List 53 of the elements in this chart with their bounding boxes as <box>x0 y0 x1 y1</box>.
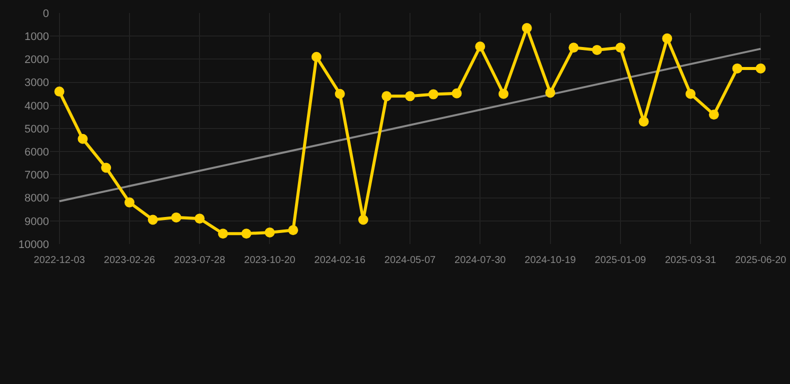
y-tick-label: 7000 <box>24 170 49 182</box>
point <box>662 33 672 44</box>
point <box>382 91 392 102</box>
x-tick-label: 2024-10-19 <box>524 255 576 266</box>
x-tick-label: 2024-02-16 <box>314 255 366 266</box>
x-tick-label: 2025-06-20 <box>735 255 787 266</box>
x-tick-label: 2022-12-03 <box>34 255 86 266</box>
x-tick-label: 2025-03-31 <box>664 255 717 266</box>
y-tick-label: 10000 <box>18 238 49 251</box>
point <box>78 134 88 144</box>
y-tick-label: 0 <box>42 8 49 20</box>
point <box>592 44 602 55</box>
y-tick-label: 6000 <box>24 146 49 158</box>
point <box>241 228 252 239</box>
point <box>405 91 415 102</box>
x-tick-label: 2024-05-07 <box>384 255 436 266</box>
x-tick-label: 2023-10-20 <box>244 255 296 266</box>
y-tick-label: 1000 <box>24 30 49 43</box>
y-tick-label: 4000 <box>24 100 49 112</box>
point <box>148 214 158 225</box>
point <box>732 63 742 74</box>
point <box>756 63 766 74</box>
point <box>475 41 486 52</box>
point <box>522 23 532 34</box>
point <box>194 214 205 224</box>
y-tick-label: 5000 <box>24 123 49 136</box>
y-tick-label: 9000 <box>24 216 49 228</box>
point <box>264 227 275 238</box>
point <box>498 88 509 99</box>
point <box>452 88 462 98</box>
x-tick-label: 2023-07-28 <box>174 255 226 266</box>
y-tick-label: 3000 <box>24 77 49 90</box>
point <box>124 197 134 208</box>
point <box>334 88 345 99</box>
point <box>615 42 626 53</box>
point <box>311 52 322 62</box>
point <box>101 162 112 173</box>
point <box>171 212 182 222</box>
x-tick-label: 2024-07-30 <box>454 255 506 266</box>
point <box>288 225 298 236</box>
point <box>568 42 579 53</box>
point <box>638 116 649 127</box>
point <box>358 214 368 225</box>
point <box>54 86 64 97</box>
y-tick-label: 8000 <box>24 192 49 205</box>
x-tick-label: 2025-01-09 <box>594 255 646 266</box>
point <box>218 228 228 239</box>
point <box>428 89 438 100</box>
point <box>545 88 556 98</box>
x-tick-label: 2023-02-26 <box>104 255 156 266</box>
point <box>686 88 696 99</box>
y-tick-label: 2000 <box>24 54 49 66</box>
point <box>708 110 719 120</box>
